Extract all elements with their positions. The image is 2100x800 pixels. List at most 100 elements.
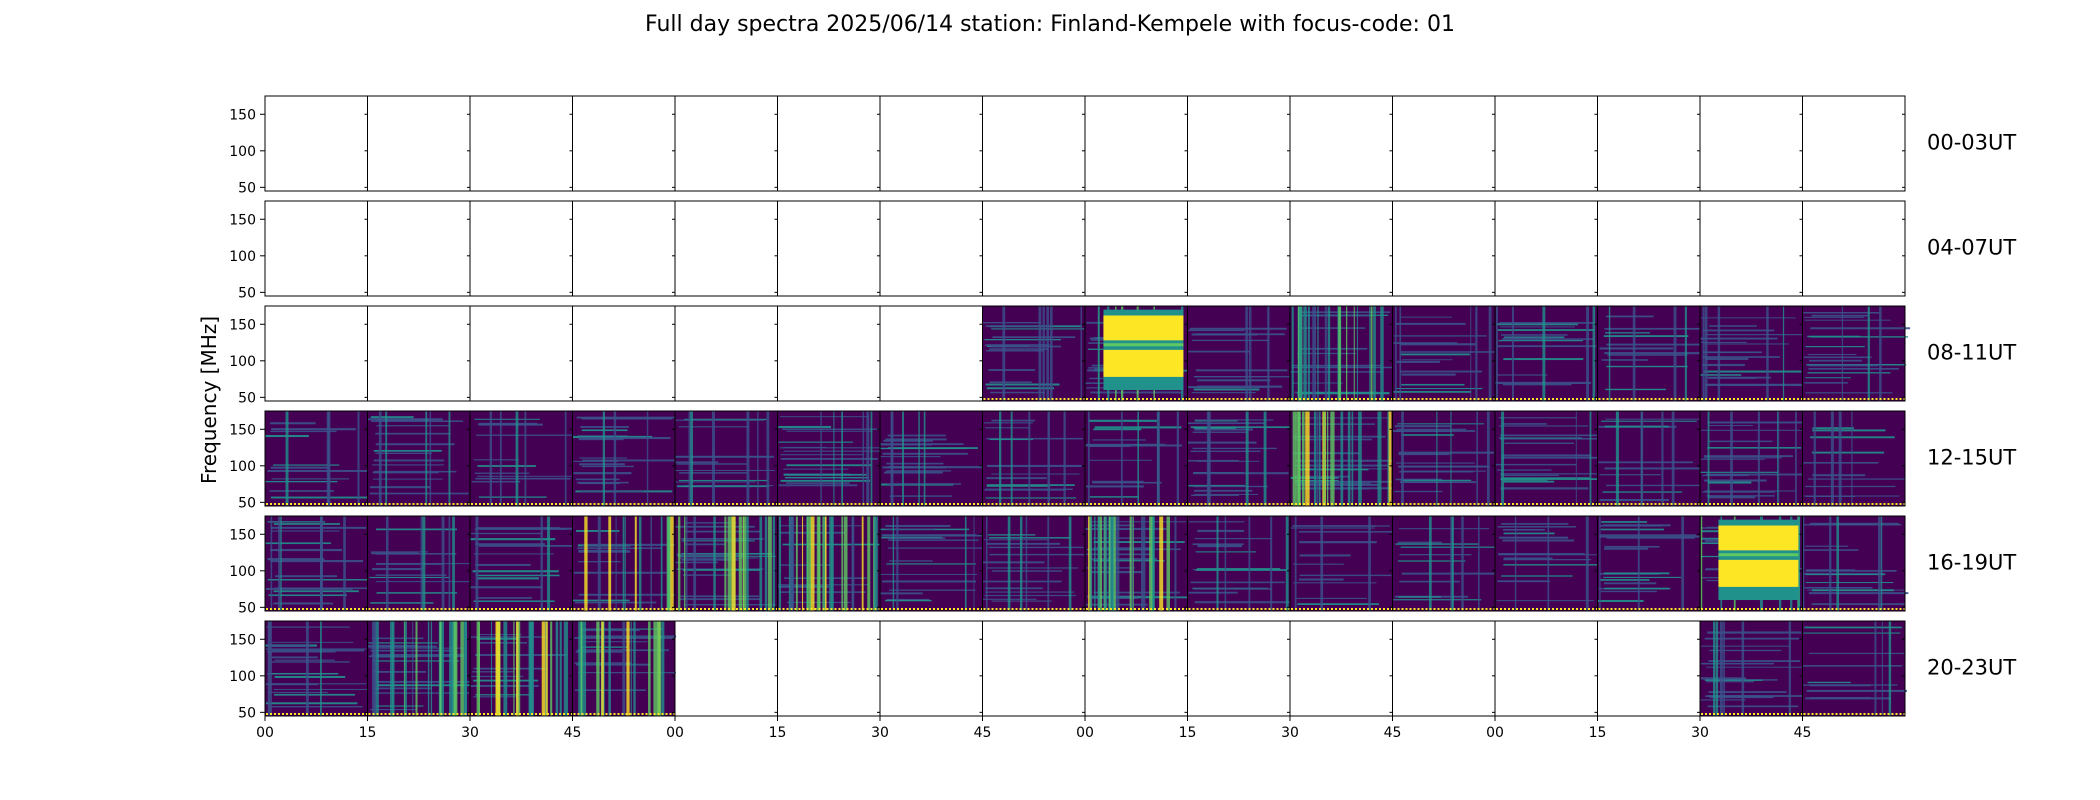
spectrum-panel (674, 410, 778, 507)
spectrum-line (1499, 536, 1568, 539)
marker-dot (1355, 398, 1357, 400)
spectrum-line (1393, 599, 1482, 601)
spectrum-line (1705, 384, 1805, 386)
y-tick-label: 150 (229, 632, 256, 648)
spectrum-panel (367, 95, 471, 192)
spectrum-band (357, 411, 360, 506)
marker-dot (298, 608, 300, 610)
marker-dot (1811, 608, 1814, 610)
spectrum-band (650, 516, 653, 611)
spectrum-panel (777, 305, 881, 402)
marker-dot (1481, 398, 1484, 400)
spectrum-line (1606, 537, 1695, 539)
spectrum-line (1193, 485, 1268, 488)
spectrum-line (369, 486, 431, 489)
marker-dot (1855, 608, 1858, 610)
spectrum-band (1395, 306, 1397, 401)
spectrum-band (1813, 411, 1816, 506)
marker-dot (1182, 398, 1184, 400)
spectrum-band (1097, 306, 1100, 401)
spectrum-line (1296, 597, 1367, 599)
marker-dot (1658, 503, 1661, 505)
marker-dot (1500, 398, 1502, 400)
y-tick-label: 100 (229, 354, 256, 370)
spectrum-line (1503, 557, 1553, 560)
marker-dot (1618, 398, 1621, 400)
marker-dot (475, 503, 477, 505)
marker-dot (1327, 398, 1329, 400)
marker-dot (1295, 503, 1297, 505)
marker-dot (1793, 503, 1795, 505)
marker-dot (1114, 503, 1116, 505)
spectrum-background (1187, 411, 1290, 506)
spectrum-band (503, 621, 508, 716)
spectrum-line (1808, 592, 1909, 595)
marker-dot (1003, 503, 1006, 505)
marker-dot (1717, 398, 1719, 400)
spectrum-line (1092, 439, 1146, 441)
spectrum-band (390, 621, 394, 716)
marker-dot (756, 608, 758, 610)
marker-dot (1023, 503, 1026, 505)
spectrum-line (682, 574, 732, 576)
marker-dot (1851, 398, 1854, 400)
marker-dot (1831, 608, 1834, 610)
panel-frame (982, 620, 1086, 717)
marker-dot (810, 608, 813, 610)
panel-frame (674, 200, 778, 297)
spectrum-band (1713, 621, 1716, 716)
marker-dot (1075, 503, 1078, 505)
panel-frame (674, 95, 778, 192)
marker-dot (1023, 398, 1026, 400)
spectrum-background (982, 306, 1085, 401)
spectrum-line (574, 601, 657, 604)
spectrum-background (1802, 306, 1905, 401)
marker-dot (1106, 608, 1108, 610)
marker-dot (1307, 608, 1309, 610)
marker-dot (322, 503, 324, 505)
spectrum-band (1841, 306, 1844, 401)
spectrum-band (1317, 306, 1319, 401)
spectrum-band (1303, 306, 1307, 401)
marker-dot (991, 503, 994, 505)
marker-dot (949, 608, 951, 610)
marker-dot (306, 713, 308, 715)
marker-dot (1500, 608, 1502, 610)
marker-dot (889, 503, 891, 505)
spectrum-line (1700, 374, 1742, 376)
spectrum-line (478, 496, 547, 498)
spectrum-line (1502, 539, 1575, 542)
spectrum-line (1701, 429, 1803, 431)
marker-dot (1485, 398, 1488, 400)
marker-dot (1011, 503, 1014, 505)
marker-dot (897, 503, 899, 505)
row-label: 00-03UT (1927, 131, 2016, 155)
marker-dot (1785, 608, 1787, 610)
marker-dot (1761, 398, 1763, 400)
marker-dot (1477, 608, 1480, 610)
marker-dot (527, 608, 529, 610)
spectrum-band (564, 411, 567, 506)
marker-dot (645, 713, 648, 715)
spectrum-line (1190, 581, 1285, 584)
marker-dot (559, 608, 561, 610)
spectrum-line (374, 705, 424, 707)
marker-dot (350, 503, 352, 505)
marker-dot (404, 503, 407, 505)
marker-dot (1867, 503, 1870, 505)
spectrum-line (1607, 354, 1688, 356)
spectrum-line (1504, 336, 1565, 339)
spectrum-panel (1699, 515, 1803, 612)
spectrum-band (985, 516, 988, 611)
marker-dot (523, 713, 525, 715)
spectrum-line (1810, 327, 1911, 330)
spectrum-line (1091, 548, 1181, 551)
spectrum-line (1396, 428, 1467, 431)
spectrum-band (923, 411, 926, 506)
spectrum-band (1377, 411, 1382, 506)
marker-dot (1264, 398, 1267, 400)
marker-dot (1819, 608, 1822, 610)
marker-dot (416, 503, 419, 505)
spectrum-line (1189, 327, 1287, 330)
spectrum-band (633, 621, 636, 716)
